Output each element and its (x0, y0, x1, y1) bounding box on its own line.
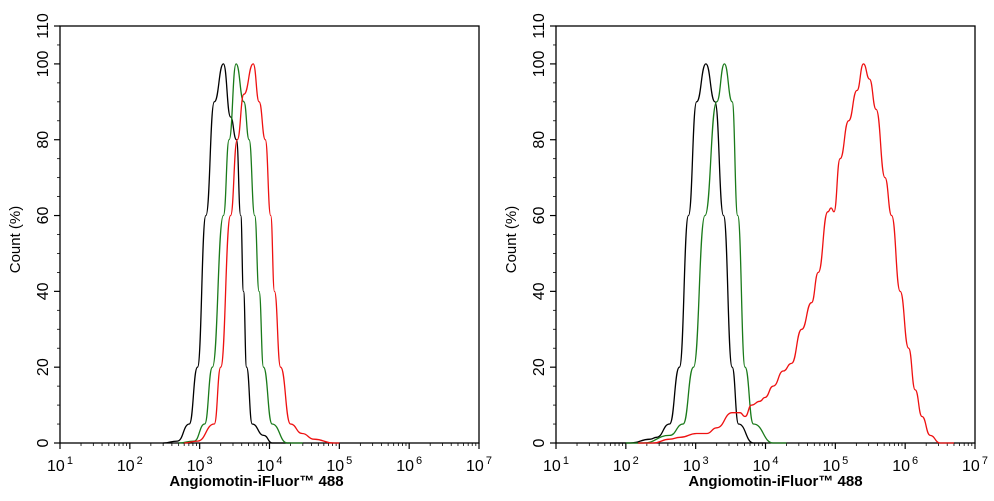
x-tick-base: 10 (47, 458, 65, 475)
histogram-series-2 (184, 63, 340, 444)
x-tick-exponent: 7 (486, 455, 492, 467)
x-tick-exponent: 1 (563, 455, 569, 467)
plot-frame (555, 25, 976, 444)
y-tick-label: 80 (35, 131, 52, 149)
x-tick-label: 10 4 (257, 455, 283, 475)
y-tick-label: 100 (531, 50, 548, 77)
x-tick-label: 10 4 (753, 455, 779, 475)
x-tick-exponent: 4 (772, 455, 778, 467)
x-tick-exponent: 4 (276, 455, 282, 467)
x-tick-exponent: 6 (912, 455, 918, 467)
x-tick-label: 10 1 (47, 455, 73, 475)
x-tick-base: 10 (326, 458, 344, 475)
x-tick-base: 10 (396, 458, 414, 475)
y-tick-label: 40 (35, 282, 52, 300)
histogram-series-1 (625, 63, 787, 444)
x-tick-base: 10 (117, 458, 135, 475)
x-tick-exponent: 1 (67, 455, 73, 467)
y-tick-label: 60 (35, 207, 52, 225)
x-tick-exponent: 2 (633, 455, 639, 467)
y-tick-label: 0 (35, 438, 52, 447)
y-tick-label: 0 (531, 438, 548, 447)
histogram-series-0 (610, 63, 766, 444)
x-tick-label: 10 6 (396, 455, 422, 475)
x-tick-exponent: 5 (842, 455, 848, 467)
histogram-panel-right: 10 1 10 2 10 3 10 4 10 5 10 6 10 7020406080100110Angi… (503, 13, 988, 490)
x-tick-base: 10 (613, 458, 631, 475)
histogram-series-2 (638, 63, 954, 444)
x-tick-label: 10 6 (892, 455, 918, 475)
x-tick-exponent: 3 (703, 455, 709, 467)
x-tick-label: 10 2 (613, 455, 639, 475)
x-tick-base: 10 (187, 458, 205, 475)
x-tick-base: 10 (466, 458, 484, 475)
x-tick-base: 10 (257, 458, 275, 475)
x-tick-base: 10 (683, 458, 701, 475)
x-tick-base: 10 (543, 458, 561, 475)
histogram-panel-left: 10 1 10 2 10 3 10 4 10 5 10 6 10 7020406080100110Angi… (7, 13, 492, 490)
y-tick-label: 100 (35, 50, 52, 77)
x-tick-label: 10 3 (187, 455, 213, 475)
x-tick-label: 10 5 (326, 455, 352, 475)
x-tick-label: 10 7 (962, 455, 988, 475)
y-tick-label: 60 (531, 207, 548, 225)
x-axis-title: Angiomotin-iFluor™ 488 (169, 473, 343, 490)
plot-frame (59, 25, 480, 444)
x-tick-base: 10 (892, 458, 910, 475)
x-tick-label: 10 2 (117, 455, 143, 475)
x-tick-label: 10 5 (822, 455, 848, 475)
y-axis-title: Count (%) (7, 206, 24, 274)
y-tick-label: 110 (531, 13, 548, 39)
x-tick-exponent: 3 (207, 455, 213, 467)
x-tick-exponent: 5 (346, 455, 352, 467)
y-tick-label: 20 (531, 358, 548, 376)
histogram-series-0 (163, 63, 291, 444)
y-tick-label: 80 (531, 131, 548, 149)
x-tick-label: 10 3 (683, 455, 709, 475)
x-tick-exponent: 6 (416, 455, 422, 467)
y-tick-label: 20 (35, 358, 52, 376)
x-tick-label: 10 7 (466, 455, 492, 475)
x-tick-exponent: 7 (982, 455, 988, 467)
x-tick-exponent: 2 (137, 455, 143, 467)
y-axis-title: Count (%) (503, 206, 520, 274)
y-tick-label: 40 (531, 282, 548, 300)
y-tick-label: 110 (35, 13, 52, 39)
x-tick-base: 10 (962, 458, 980, 475)
x-tick-base: 10 (753, 458, 771, 475)
x-axis-title: Angiomotin-iFluor™ 488 (688, 473, 862, 490)
x-tick-label: 10 1 (543, 455, 569, 475)
x-tick-base: 10 (822, 458, 840, 475)
